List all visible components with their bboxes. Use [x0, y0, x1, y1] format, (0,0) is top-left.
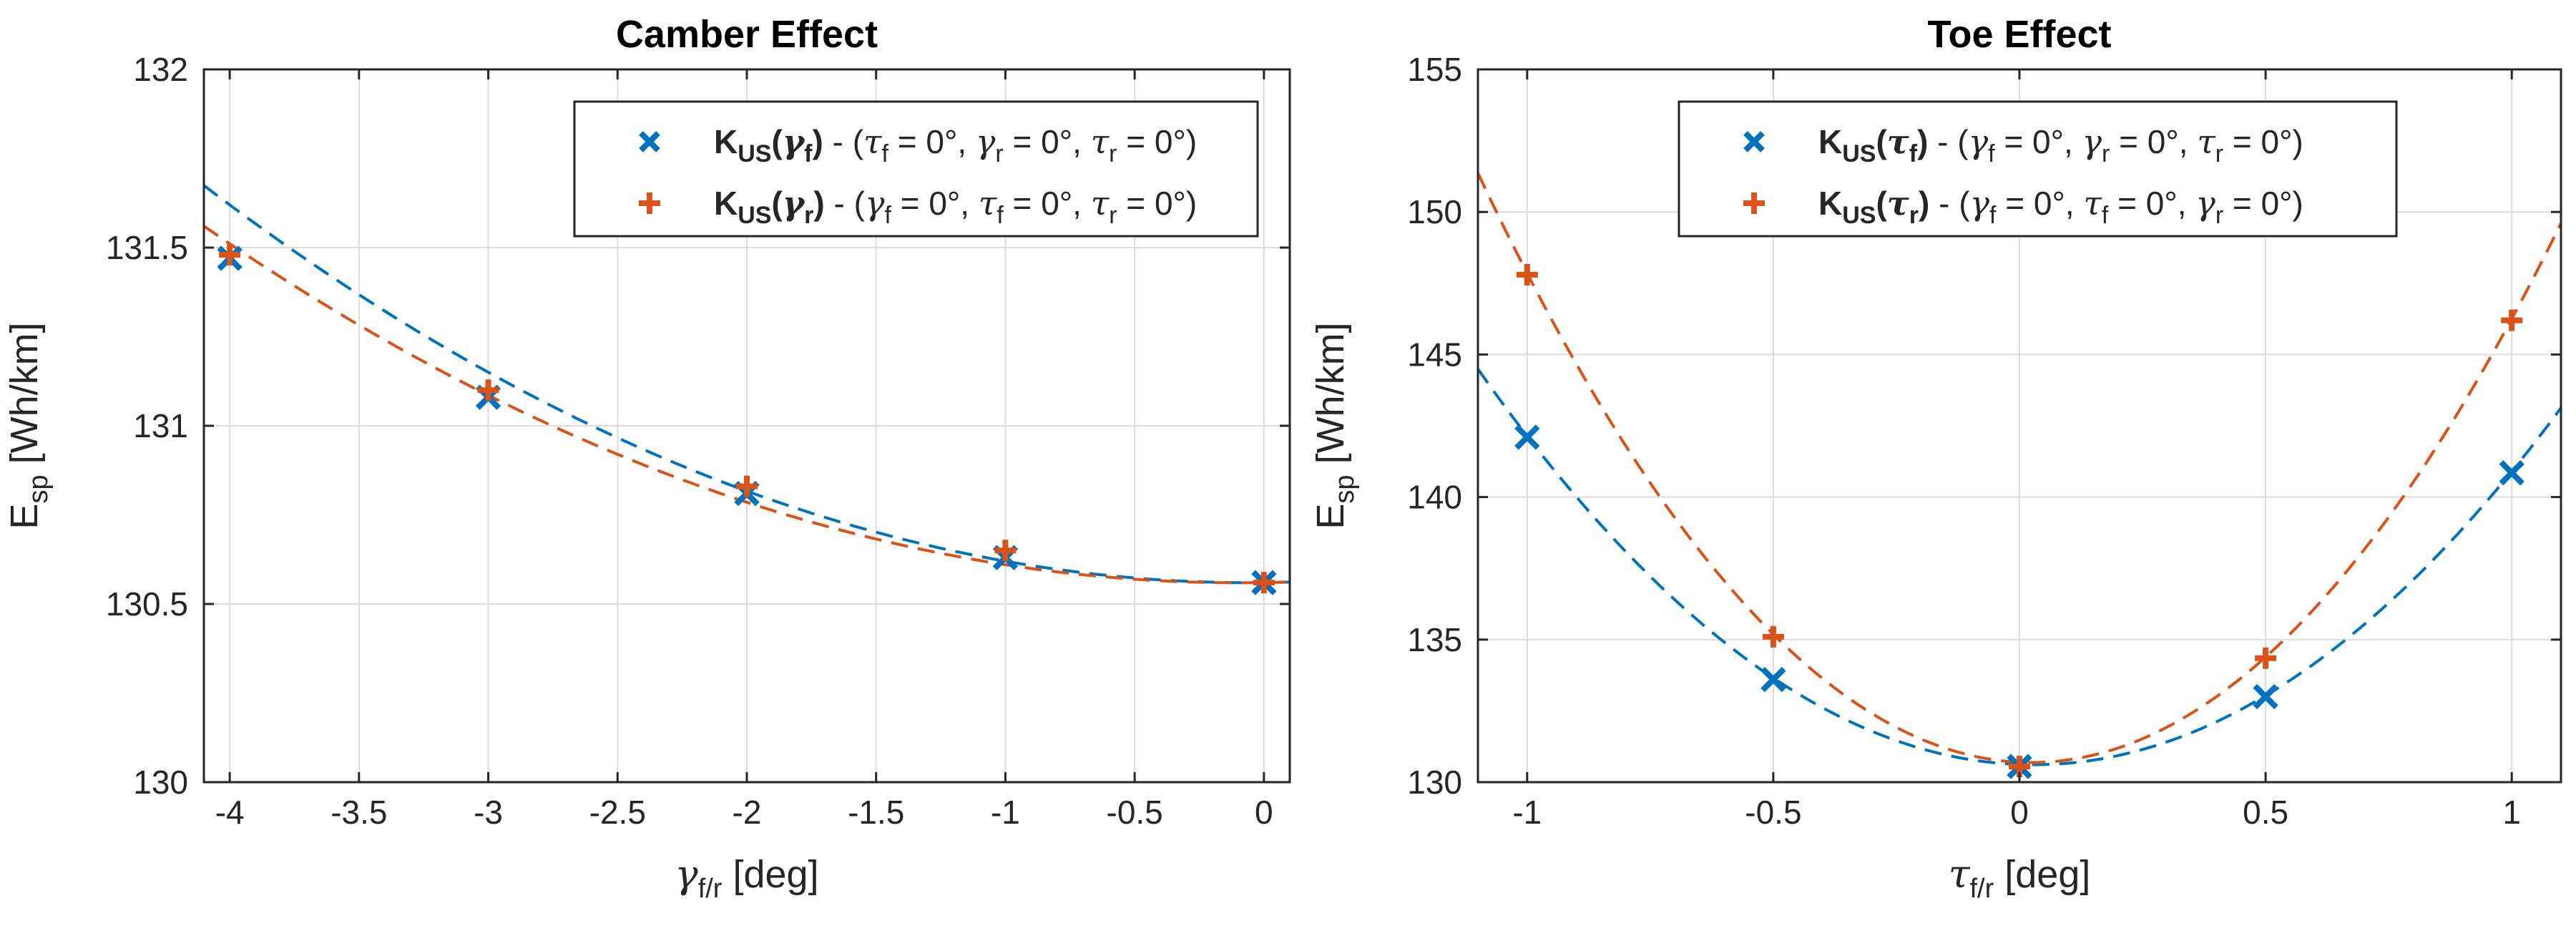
data-point-2-3 — [736, 475, 758, 497]
legend: KUS(τf) - (γf = 0°, γr = 0°, τr = 0°) KUS… — [1678, 100, 2398, 238]
y-tick-label: 130.5 — [106, 585, 188, 623]
x-marker — [2499, 460, 2524, 486]
legend-x-marker — [639, 131, 660, 152]
x-tick-label: -2.5 — [589, 794, 646, 831]
x-axis-label: τf/r [deg] — [1949, 852, 2091, 904]
x-tick-label: -3 — [474, 794, 503, 831]
x-tick-label: 1 — [2502, 794, 2521, 831]
plus-marker — [1253, 572, 1275, 594]
y-tick-label: 135 — [1407, 621, 1462, 658]
data-point-1-1 — [1514, 424, 1540, 450]
x-tick-label: -2 — [733, 794, 762, 831]
x-tick-label: 0.5 — [2243, 794, 2288, 831]
legend-plus-marker — [1743, 192, 1765, 214]
legend: KUS(γf) - (τf = 0°, γr = 0°, τr = 0°) KUS… — [573, 100, 1259, 238]
y-tick-label: 131 — [133, 407, 188, 444]
x-tick-label: -1 — [991, 794, 1020, 831]
legend-box — [573, 100, 1259, 238]
chart-title: Camber Effect — [616, 13, 878, 56]
legend-entry-2: KUS(γr) - (γf = 0°, τf = 0°, τr = 0°) — [714, 184, 1197, 229]
x-marker — [2253, 683, 2278, 710]
data-point-2-4 — [994, 540, 1017, 562]
x-tick-label: -1 — [1512, 794, 1542, 831]
legend-box — [1678, 100, 2398, 238]
y-tick-label: 140 — [1407, 479, 1462, 516]
chart-panel-2: -1 -0.5 0 0.5 1 130 135 140 145 150 155 Toe Effect τ… — [1309, 13, 2562, 904]
series-fit-line-2 — [1478, 172, 2561, 764]
data-point-1-4 — [2253, 683, 2278, 710]
data-point-1-2 — [1760, 666, 1786, 693]
x-tick-label: -4 — [215, 794, 245, 831]
data-point-2-1 — [1516, 263, 1538, 286]
y-axis-label: Esp [Wh/km] — [3, 322, 54, 529]
chart-panel-1: -4 -3.5 -3 -2.5 -2 -1.5 -1 -0.5 0 130 130.5 131 131.… — [3, 13, 1291, 904]
plus-marker — [219, 243, 241, 265]
y-axis-label: Esp [Wh/km] — [1309, 322, 1360, 529]
plus-marker — [477, 379, 499, 401]
legend-entry-1: KUS(τf) - (γf = 0°, γr = 0°, τr = 0°) — [1818, 122, 2303, 167]
plus-marker — [736, 475, 758, 497]
data-point-1-5 — [2499, 460, 2524, 486]
plus-marker — [994, 540, 1017, 562]
x-tick-label: -0.5 — [1745, 794, 1801, 831]
plus-marker — [1762, 625, 1784, 648]
plus-marker — [1516, 263, 1538, 286]
y-tick-label: 150 — [1407, 193, 1462, 230]
legend-entry-1: KUS(γf) - (τf = 0°, γr = 0°, τr = 0°) — [714, 122, 1197, 167]
plus-marker — [2255, 647, 2277, 669]
data-point-2-2 — [1762, 625, 1784, 648]
y-tick-label: 145 — [1407, 336, 1462, 373]
data-point-2-4 — [2255, 647, 2277, 669]
y-tick-label: 132 — [133, 51, 188, 88]
chart-title: Toe Effect — [1927, 13, 2111, 56]
x-tick-label: 0 — [2010, 794, 2029, 831]
y-tick-label: 130 — [133, 764, 188, 801]
x-axis-label: γf/r [deg] — [675, 852, 818, 904]
legend-x-marker — [1743, 131, 1765, 152]
y-tick-label: 155 — [1407, 51, 1462, 88]
data-point-2-5 — [1253, 572, 1275, 594]
data-point-2-1 — [219, 243, 241, 265]
x-tick-label: -3.5 — [330, 794, 387, 831]
series-fit-line-2 — [204, 225, 1290, 585]
data-point-2-5 — [2501, 309, 2523, 331]
x-tick-label: -0.5 — [1107, 794, 1163, 831]
x-marker — [1760, 666, 1786, 693]
legend-plus-marker — [639, 192, 660, 214]
plus-marker — [2501, 309, 2523, 331]
x-marker — [1514, 424, 1540, 450]
legend-entry-2: KUS(τr) - (γf = 0°, τf = 0°, γr = 0°) — [1818, 184, 2303, 229]
data-point-2-2 — [477, 379, 499, 401]
y-tick-label: 131.5 — [106, 229, 188, 266]
y-tick-label: 130 — [1407, 764, 1462, 801]
x-tick-label: 0 — [1255, 794, 1273, 831]
x-tick-label: -1.5 — [848, 794, 904, 831]
